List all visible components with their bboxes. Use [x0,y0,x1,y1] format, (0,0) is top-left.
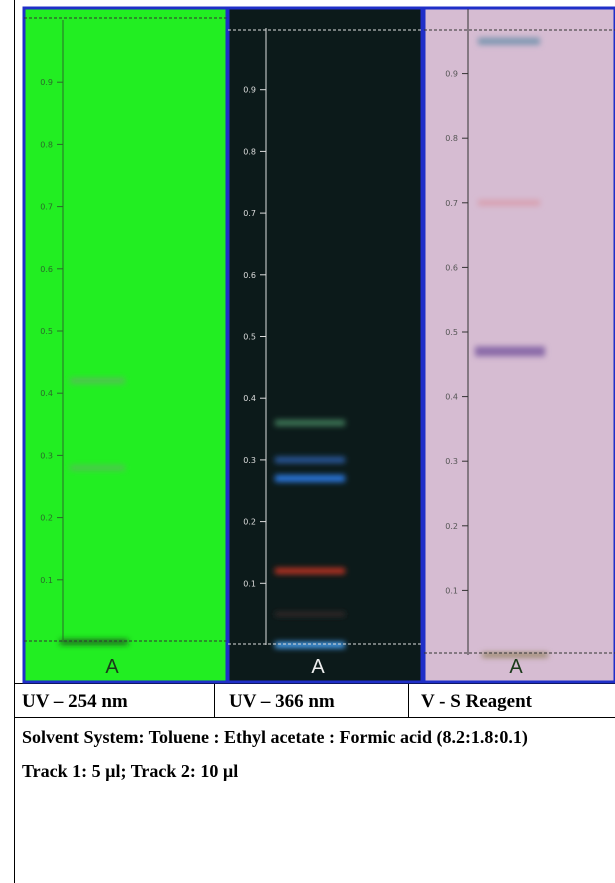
band [482,653,548,657]
plate [226,6,424,684]
tick-label: 0.8 [445,134,458,143]
tick-label: 0.4 [40,389,53,398]
tick-label: 0.3 [243,456,256,465]
tick-label: 0.4 [445,393,458,402]
caption: V - S Reagent [421,691,533,712]
tick-label: 0.6 [445,263,458,272]
tick-label: 0.1 [445,586,458,595]
tick-label: 0.1 [40,576,53,585]
band [275,642,345,648]
band [475,346,545,357]
notes: Solvent System: Toluene : Ethyl acetate … [22,720,542,788]
band [275,474,345,482]
tick-label: 0.9 [243,86,256,95]
band [60,639,128,645]
tick-label: 0.2 [40,514,53,523]
band [275,567,345,574]
band [275,456,345,463]
tick-label: 0.9 [445,70,458,79]
plates: 0.1 0.2 0.3 0.4 0.5 0.6 0.7 0.8 0.9 A UV – 254 nm 0… [22,6,615,712]
tick-label: 0.7 [243,209,256,218]
tick-label: 0.8 [40,140,53,149]
plate [422,6,615,684]
track-volumes: Track 1: 5 µl; Track 2: 10 µl [22,761,239,781]
caption: UV – 366 nm [229,691,335,712]
tick-label: 0.7 [40,203,53,212]
lane-label: A [509,656,523,678]
tick-label: 0.8 [243,147,256,156]
caption: UV – 254 nm [22,691,128,712]
plate [22,6,229,684]
tick-label: 0.2 [445,522,458,531]
tick-label: 0.5 [40,327,53,336]
band [478,199,540,206]
tick-label: 0.3 [40,451,53,460]
solvent-system: Solvent System: Toluene : Ethyl acetate … [22,727,528,747]
tick-label: 0.1 [243,579,256,588]
tick-label: 0.7 [445,199,458,208]
tick-label: 0.9 [40,78,53,87]
band [275,612,345,617]
band [275,419,345,426]
tick-label: 0.5 [445,328,458,337]
tick-label: 0.2 [243,518,256,527]
lane-label: A [105,656,119,678]
tick-label: 0.4 [243,394,256,403]
band [478,37,540,45]
band [70,377,125,384]
tick-label: 0.6 [40,265,53,274]
tick-label: 0.6 [243,271,256,280]
lane-label: A [311,656,325,678]
tick-label: 0.5 [243,333,256,342]
tick-label: 0.3 [445,457,458,466]
band [70,465,125,471]
